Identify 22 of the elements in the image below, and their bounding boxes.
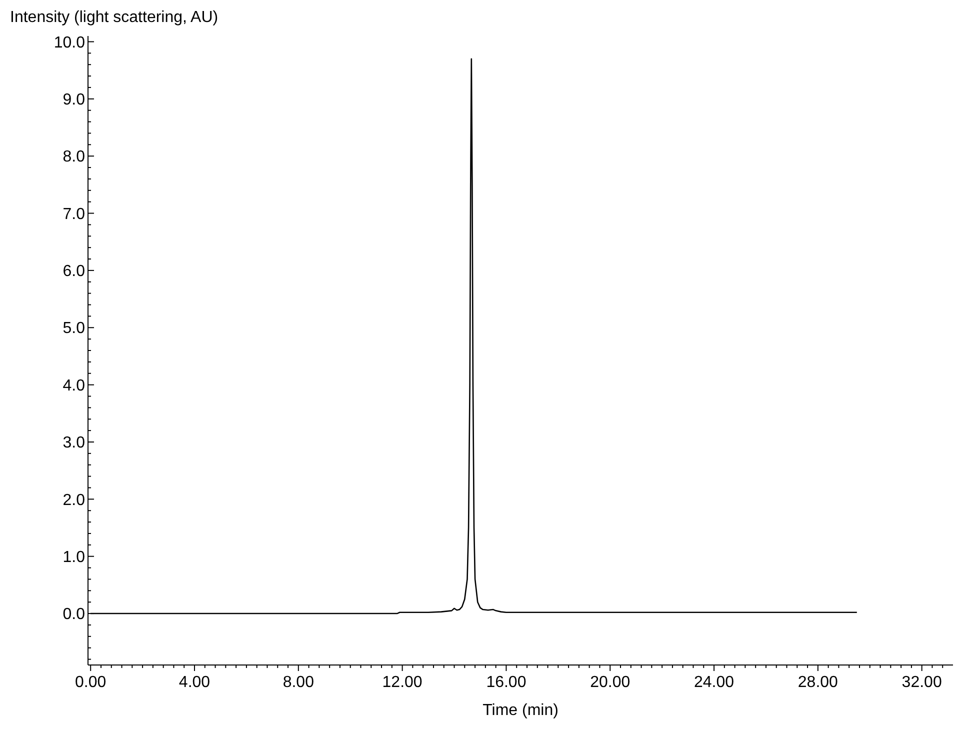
x-tick-label: 12.00 [382, 674, 422, 691]
x-tick-label: 20.00 [590, 674, 630, 691]
x-tick-label: 28.00 [798, 674, 838, 691]
y-tick-label: 6.0 [62, 263, 86, 280]
y-tick-label: 7.0 [62, 206, 86, 223]
y-axis-title: Intensity (light scattering, AU) [10, 9, 218, 26]
y-tick-label: 8.0 [62, 148, 86, 166]
x-tick-label: 0.00 [75, 674, 106, 691]
x-tick-label: 16.00 [486, 674, 526, 691]
x-tick-label: 4.00 [178, 674, 210, 691]
y-tick-label: 2.0 [62, 492, 86, 509]
y-tick-label: 10.0 [54, 34, 86, 52]
x-tick-label: 32.00 [902, 674, 942, 691]
y-tick-label: 5.0 [62, 320, 86, 338]
x-tick-label: 24.00 [694, 674, 734, 691]
y-tick-label: 0.0 [62, 606, 86, 624]
x-axis-title: Time (min) [482, 702, 558, 719]
y-tick-label: 1.0 [62, 548, 86, 566]
y-tick-label: 3.0 [62, 434, 86, 452]
y-tick-label: 4.0 [62, 377, 86, 394]
y-tick-label: 9.0 [62, 92, 86, 108]
x-tick-label: 8.00 [282, 674, 314, 691]
